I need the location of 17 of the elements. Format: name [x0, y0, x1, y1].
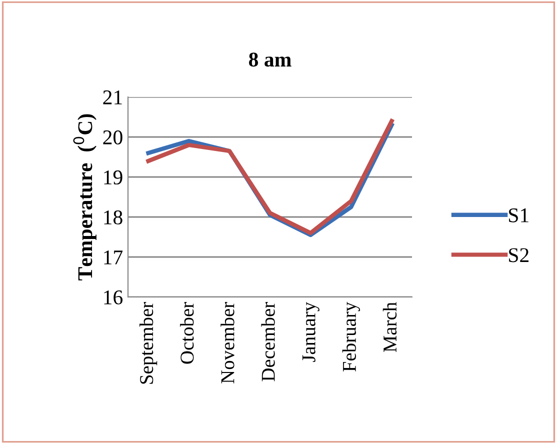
x-tick-label: January	[302, 302, 320, 362]
chart-title: 8 am	[248, 52, 292, 67]
legend-label: S2	[509, 248, 528, 262]
y-tick-label: 21	[103, 90, 122, 104]
x-tick-label: September	[139, 302, 158, 384]
y-tick-label: 19	[104, 170, 122, 184]
y-tick-label: 17	[104, 250, 123, 264]
x-tick-label: March	[382, 302, 397, 352]
y-tick-label: 18	[104, 210, 122, 224]
y-tick-label: 20	[103, 130, 122, 144]
x-tick-label: February	[342, 302, 360, 372]
x-tick-label: December	[261, 302, 275, 382]
y-axis-title: Temperature ($^{0}$C)	[73, 114, 96, 280]
x-tick-label: October	[180, 302, 194, 364]
x-tick-label: November	[220, 302, 234, 384]
legend-label: S1	[509, 208, 528, 222]
y-tick-label: 16	[104, 290, 123, 304]
